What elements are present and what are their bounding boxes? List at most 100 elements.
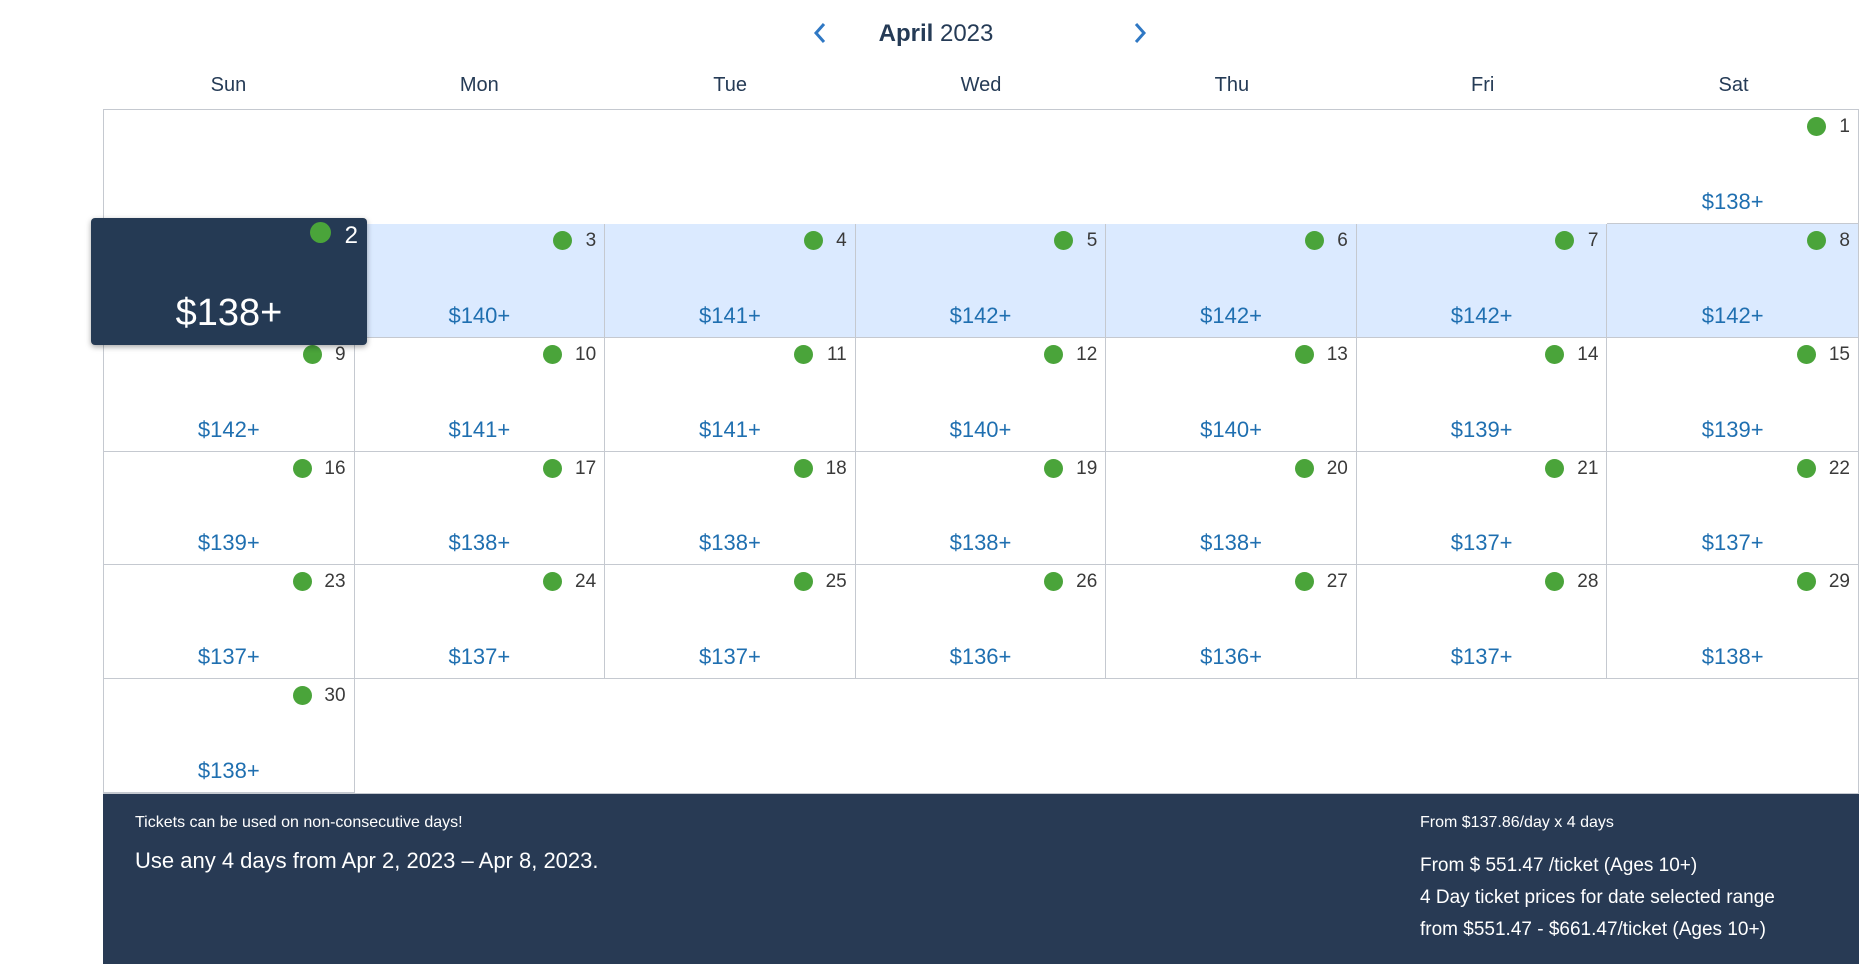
availability-dot-icon	[543, 344, 563, 364]
previous-month-button[interactable]	[805, 18, 835, 48]
empty-cell	[1607, 679, 1858, 793]
day-cell-17[interactable]: 17 $138+	[354, 451, 606, 566]
availability-dot-icon	[793, 344, 813, 364]
day-number: 7	[1587, 229, 1599, 251]
day-number: 15	[1828, 343, 1850, 365]
chevron-left-icon	[813, 23, 826, 43]
availability-dot-icon	[543, 458, 563, 478]
day-cell-7[interactable]: 7 $142+	[1356, 223, 1608, 338]
empty-cell	[1356, 110, 1608, 224]
day-cell-4[interactable]: 4 $141+	[605, 223, 856, 338]
availability-dot-icon	[543, 572, 563, 592]
empty-cell	[855, 679, 1107, 793]
day-cell-12[interactable]: 12 $140+	[855, 337, 1107, 452]
day-cell-18[interactable]: 18 $138+	[605, 451, 856, 566]
day-price: $137+	[1450, 644, 1513, 670]
day-price: $137+	[448, 644, 511, 670]
day-cell-13[interactable]: 13 $140+	[1106, 337, 1357, 452]
day-number: 4	[836, 229, 847, 251]
chevron-right-icon	[1134, 23, 1147, 43]
day-cell-16[interactable]: 16 $139+	[104, 451, 355, 566]
day-cell-8[interactable]: 8 $142+	[1607, 223, 1858, 338]
empty-cell	[855, 110, 1107, 224]
selected-day-price: $138+	[175, 292, 283, 334]
day-cell-21[interactable]: 21 $137+	[1356, 451, 1608, 566]
day-cell-3[interactable]: 3 $140+	[354, 223, 606, 338]
day-number: 25	[825, 571, 847, 593]
availability-dot-icon	[793, 458, 813, 478]
weekday-mon: Mon	[459, 74, 499, 96]
empty-cell	[605, 679, 856, 793]
day-number: 18	[825, 457, 847, 479]
availability-dot-icon	[1796, 458, 1816, 478]
day-number: 17	[575, 457, 597, 479]
day-number: 9	[334, 343, 346, 365]
day-cell-11[interactable]: 11 $141+	[605, 337, 856, 452]
availability-dot-icon	[1545, 572, 1565, 592]
empty-cell	[1106, 679, 1357, 793]
day-cell-22[interactable]: 22 $137+	[1607, 451, 1858, 566]
day-price: $138+	[197, 758, 260, 783]
empty-cell	[104, 110, 355, 224]
availability-dot-icon	[1054, 230, 1074, 250]
day-cell-29[interactable]: 29 $138+	[1607, 565, 1858, 680]
day-number: 22	[1828, 457, 1850, 479]
month-name: April	[878, 20, 934, 47]
day-price: $136+	[1200, 644, 1262, 670]
availability-dot-icon	[292, 686, 312, 706]
day-price: $140+	[949, 416, 1012, 442]
day-cell-23[interactable]: 23 $137+	[104, 565, 355, 680]
availability-dot-icon	[1044, 458, 1064, 478]
day-price: $142+	[1450, 302, 1513, 328]
availability-dot-icon	[803, 230, 823, 250]
per-ticket-price: From $ 551.47 /ticket (Ages 10+)	[1420, 855, 1698, 876]
empty-cell	[1356, 679, 1608, 793]
day-cell-15[interactable]: 15 $139+	[1607, 337, 1858, 452]
day-cell-10[interactable]: 10 $141+	[354, 337, 606, 452]
availability-dot-icon	[1545, 458, 1565, 478]
weekday-sat: Sat	[1718, 74, 1749, 96]
day-number: 23	[324, 571, 346, 593]
day-cell-28[interactable]: 28 $137+	[1356, 565, 1608, 680]
day-cell-1[interactable]: 1 $138+	[1607, 110, 1858, 224]
day-price: $140+	[1200, 416, 1262, 442]
day-cell-19[interactable]: 19 $138+	[855, 451, 1107, 566]
availability-dot-icon	[1545, 344, 1565, 364]
empty-cell	[1106, 110, 1357, 224]
day-cell-5[interactable]: 5 $142+	[855, 223, 1107, 338]
availability-dot-icon	[1044, 344, 1064, 364]
availability-dot-icon	[1796, 344, 1816, 364]
day-number: 16	[324, 457, 346, 479]
empty-cell	[354, 679, 606, 793]
day-cell-14[interactable]: 14 $139+	[1356, 337, 1608, 452]
selected-range-text: Use any 4 days from Apr 2, 2023 – Apr 8,…	[135, 848, 599, 873]
empty-cell	[605, 110, 856, 224]
day-number: 13	[1326, 343, 1348, 365]
day-cell-25[interactable]: 25 $137+	[605, 565, 856, 680]
day-price: $139+	[1701, 416, 1764, 442]
availability-dot-icon	[1044, 572, 1064, 592]
day-number: 11	[826, 343, 847, 365]
day-number: 21	[1577, 457, 1599, 479]
day-price: $141+	[448, 416, 511, 442]
day-cell-26[interactable]: 26 $136+	[855, 565, 1107, 680]
day-cell-24[interactable]: 24 $137+	[354, 565, 606, 680]
month-year: 2023	[939, 20, 994, 47]
selected-day-card[interactable]: 2 $138+	[91, 218, 367, 345]
day-number: 26	[1076, 571, 1098, 593]
day-number: 24	[575, 571, 597, 593]
day-number: 19	[1076, 457, 1098, 479]
weekday-tue: Tue	[713, 74, 747, 96]
day-price: $138+	[699, 530, 761, 556]
day-number: 5	[1086, 229, 1098, 251]
next-month-button[interactable]	[1125, 18, 1155, 48]
day-cell-27[interactable]: 27 $136+	[1106, 565, 1357, 680]
day-cell-6[interactable]: 6 $142+	[1106, 223, 1357, 338]
day-cell-20[interactable]: 20 $138+	[1106, 451, 1357, 566]
range-price-values: from $551.47 - $661.47/ticket (Ages 10+)	[1420, 919, 1766, 940]
day-cell-9[interactable]: 9 $142+	[104, 337, 355, 452]
empty-cell	[354, 110, 606, 224]
day-price: $140+	[448, 302, 511, 328]
day-cell-30[interactable]: 30 $138+	[104, 679, 355, 793]
day-price: $142+	[949, 302, 1012, 328]
